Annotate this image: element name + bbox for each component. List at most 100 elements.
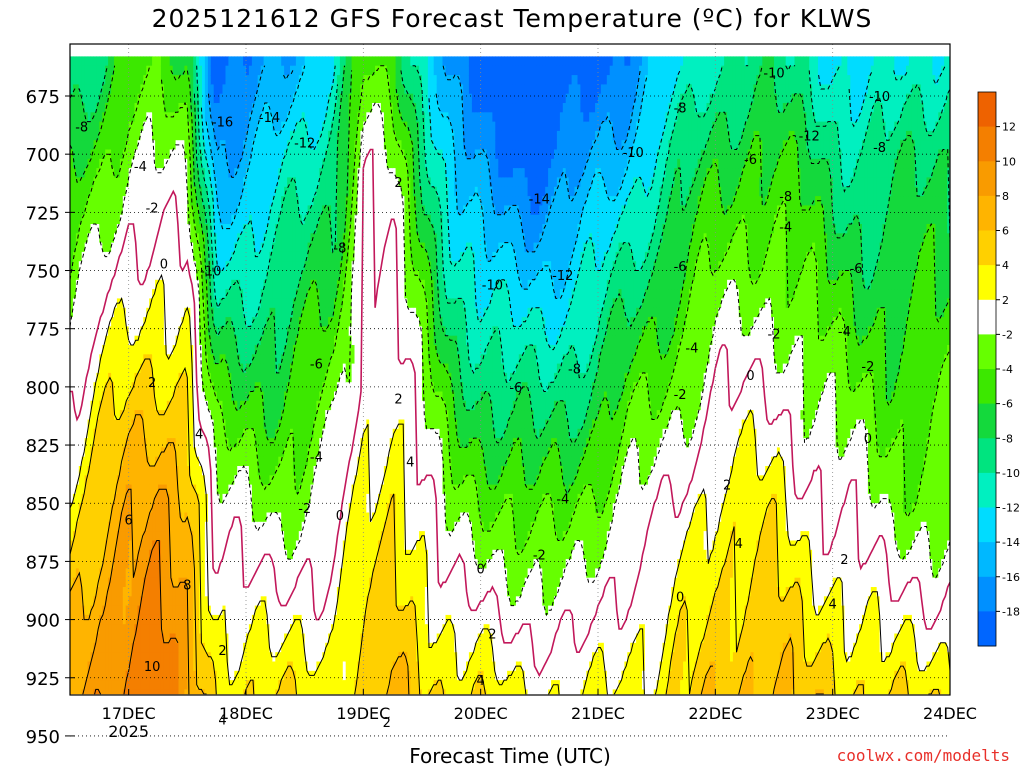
contour-label: -8 [568, 362, 581, 377]
contour-label: -4 [685, 341, 698, 356]
contour-label: 0 [477, 562, 485, 577]
colorbar-swatch [978, 472, 996, 508]
contour-labels: -16 -14 -12 -8 -4 -2 0 2 4 6 8 10 -10 -8 -6 -4 -2 0 2 4 2 2 4 2… [75, 67, 890, 731]
contour-label: -4 [310, 451, 323, 466]
source-credit: coolwx.com/modelts [837, 746, 1010, 765]
x-tick-label: 18DEC [219, 704, 273, 723]
contour-label: 2 [394, 393, 402, 408]
colorbar-swatch [978, 542, 996, 578]
temperature-field [70, 56, 950, 695]
colorbar-swatch [978, 299, 996, 335]
isotherm-4 [665, 498, 941, 695]
contour-label: -4 [779, 220, 792, 235]
isotherm-m6 [70, 65, 116, 183]
contour-label: -6 [674, 260, 687, 275]
colorbar-swatch [978, 161, 996, 197]
x-tick-label: 20DEC [454, 704, 508, 723]
isotherm-0 [70, 148, 950, 678]
isotherm-m16 [283, 70, 294, 81]
y-tick-label: 825 [26, 436, 60, 457]
contour-label: -4 [134, 160, 147, 175]
isotherm-m12 [200, 65, 336, 271]
isotherm-m14 [435, 74, 648, 299]
contour-label: 0 [746, 369, 754, 384]
y-tick-label: 750 [26, 262, 60, 283]
colorbar-swatch [978, 611, 996, 647]
contour-label: -8 [873, 141, 886, 156]
isotherm-contours [70, 65, 950, 695]
isotherm-6 [700, 665, 713, 695]
colorbar-label: -10 [1002, 467, 1020, 480]
contour-label: -8 [674, 102, 687, 117]
isotherm-m6 [395, 88, 950, 495]
isotherm-m8 [70, 65, 108, 123]
colorbar-swatch [978, 403, 996, 439]
x-tick-label: 22DEC [688, 704, 742, 723]
x-tick-label: 17DEC [102, 704, 156, 723]
contour-label: -2 [674, 388, 687, 403]
x-year-label: 2025 [108, 722, 149, 741]
y-tick-label: 700 [26, 145, 60, 166]
isotherm-m12 [848, 70, 874, 128]
y-tick-label: 725 [26, 203, 60, 224]
isotherm-m10 [785, 65, 796, 72]
contour-label: 2 [218, 644, 226, 659]
contour-label: -6 [744, 153, 757, 168]
colorbar-label: -6 [1002, 398, 1013, 411]
x-axis-label: Forecast Time (UTC) [0, 744, 1020, 768]
colorbar-label: -8 [1002, 432, 1013, 445]
colorbar-label: 4 [1002, 259, 1009, 272]
y-tick-label: 900 [26, 611, 60, 632]
x-axis: 17DEC 18DEC 19DEC 20DEC 21DEC 22DEC 23DEC 24DEC… [102, 689, 977, 741]
contour-label: -10 [482, 279, 503, 294]
contour-label: -16 [212, 116, 233, 131]
isotherm-m10 [808, 70, 950, 193]
contour-label: 0 [336, 509, 344, 524]
contour-label: -2 [768, 327, 781, 342]
contour-label: 2 [840, 553, 848, 568]
contour-label: 8 [183, 579, 191, 594]
chart-title: 2025121612 GFS Forecast Temperature (ºC)… [0, 4, 1024, 33]
colorbar-label: -16 [1002, 571, 1020, 584]
contour-label: -10 [869, 90, 890, 105]
colorbar-label: -4 [1002, 363, 1013, 376]
y-tick-label: 775 [26, 320, 60, 341]
contour-label: 2 [723, 479, 731, 494]
colorbar-swatch [978, 230, 996, 266]
isotherm-6 [386, 651, 410, 695]
contour-label: 4 [829, 597, 837, 612]
isotherm-m8 [400, 65, 763, 444]
isotherm-6 [70, 414, 207, 695]
contour-label: -12 [799, 130, 820, 145]
isotherm-m14 [205, 65, 306, 230]
colorbar-swatch [978, 369, 996, 405]
colorbar-label: 2 [1002, 294, 1009, 307]
isotherm-m8 [773, 75, 950, 290]
isotherm-m16 [208, 65, 266, 178]
plot-frame [69, 43, 951, 696]
contour-label: -12 [294, 137, 315, 152]
contour-label: 6 [125, 514, 133, 529]
contour-label: 10 [144, 660, 161, 675]
contour-label: 4 [406, 455, 414, 470]
contour-label: -2 [861, 360, 874, 375]
contour-label: -10 [623, 146, 644, 161]
colorbar-swatch [978, 334, 996, 370]
isotherm-m12 [818, 65, 841, 90]
contour-label: -14 [259, 111, 280, 126]
contour-label: -2 [146, 202, 159, 217]
colorbar-label: -2 [1002, 328, 1013, 341]
y-tick-label: 800 [26, 378, 60, 399]
colorbar-label: -18 [1002, 605, 1020, 618]
isotherm-4 [70, 358, 298, 695]
isotherm-6 [772, 636, 824, 695]
isotherm-m4 [161, 65, 950, 555]
contour-label: -4 [556, 493, 569, 508]
colorbar-legend: 12 10 8 6 4 2 -2 -4 -6 -8 -10 -12 -14 -16 -18 [977, 91, 1020, 647]
contour-label: 2 [148, 376, 156, 391]
colorbar-label: 6 [1002, 225, 1009, 238]
contour-label: 0 [676, 590, 684, 605]
colorbar-swatch [978, 195, 996, 231]
isotherm-4 [354, 493, 486, 695]
